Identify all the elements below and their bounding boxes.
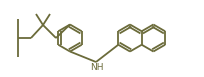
Text: NH: NH — [90, 64, 104, 73]
